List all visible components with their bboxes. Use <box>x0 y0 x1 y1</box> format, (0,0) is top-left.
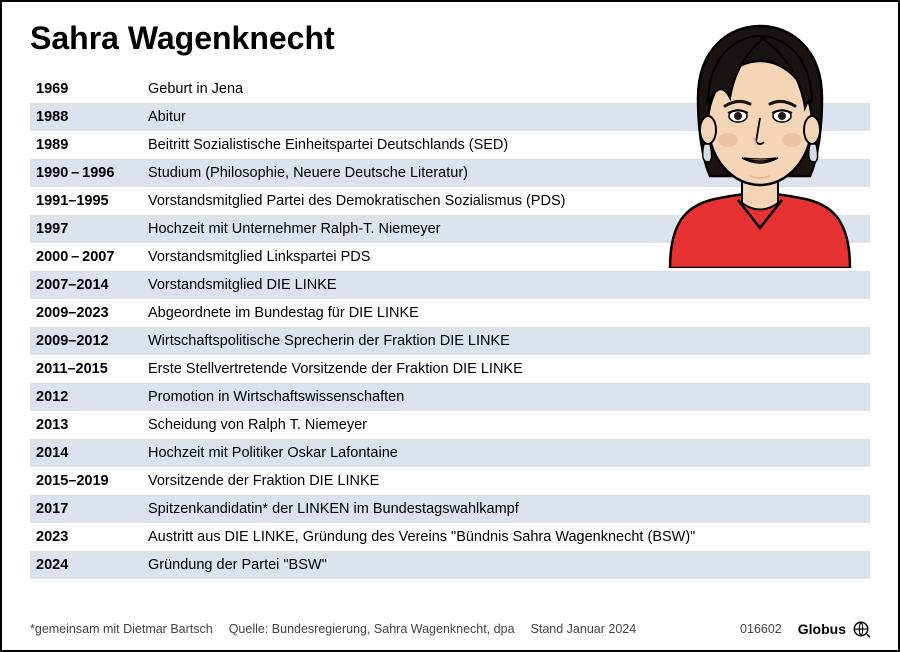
timeline-event: Geburt in Jena <box>148 81 243 97</box>
timeline-event: Hochzeit mit Politiker Oskar Lafontaine <box>148 445 398 461</box>
timeline-year: 2013 <box>36 417 148 433</box>
timeline-event: Scheidung von Ralph T. Niemeyer <box>148 417 367 433</box>
timeline-row: 2023Austritt aus DIE LINKE, Gründung des… <box>30 523 870 551</box>
timeline-row: 2024Gründung der Partei "BSW" <box>30 551 870 579</box>
timeline-row: 2015–2019Vorsitzende der Fraktion DIE LI… <box>30 467 870 495</box>
timeline-row: 2013Scheidung von Ralph T. Niemeyer <box>30 411 870 439</box>
timeline-row: 2012Promotion in Wirtschaftswissenschaft… <box>30 383 870 411</box>
portrait-illustration <box>650 18 870 268</box>
timeline-year: 2011–2015 <box>36 361 148 377</box>
timeline-year: 1997 <box>36 221 148 237</box>
infographic-id: 016602 <box>740 622 782 636</box>
timeline-row: 2017Spitzenkandidatin* der LINKEN im Bun… <box>30 495 870 523</box>
timeline-year: 2017 <box>36 501 148 517</box>
timeline-event: Vorstandsmitglied Linkspartei PDS <box>148 249 370 265</box>
timeline-year: 2009–2023 <box>36 305 148 321</box>
brand-name: Globus <box>798 621 846 637</box>
timeline-year: 2009–2012 <box>36 333 148 349</box>
timeline-event: Austritt aus DIE LINKE, Gründung des Ver… <box>148 529 695 545</box>
footer: *gemeinsam mit Dietmar Bartsch Quelle: B… <box>30 620 870 638</box>
timeline-row: 2011–2015Erste Stellvertretende Vorsitze… <box>30 355 870 383</box>
globe-icon <box>852 620 870 638</box>
timeline-row: 2009–2023Abgeordnete im Bundestag für DI… <box>30 299 870 327</box>
timeline-event: Abitur <box>148 109 186 125</box>
timeline-year: 2007–2014 <box>36 277 148 293</box>
infographic-frame: Sahra Wagenknecht 1969Geburt in Jena1988… <box>0 0 900 652</box>
timeline-year: 2000 – 2007 <box>36 249 148 265</box>
timeline-event: Vorsitzende der Fraktion DIE LINKE <box>148 473 379 489</box>
timeline-year: 2015–2019 <box>36 473 148 489</box>
date-text: Stand Januar 2024 <box>531 622 637 636</box>
timeline-year: 1990 – 1996 <box>36 165 148 181</box>
timeline-year: 2023 <box>36 529 148 545</box>
timeline-row: 2009–2012Wirtschaftspolitische Sprecheri… <box>30 327 870 355</box>
timeline-event: Abgeordnete im Bundestag für DIE LINKE <box>148 305 419 321</box>
timeline-event: Vorstandsmitglied Partei des Demokratisc… <box>148 193 565 209</box>
timeline-event: Gründung der Partei "BSW" <box>148 557 327 573</box>
timeline-event: Beitritt Sozialistische Einheitspartei D… <box>148 137 508 153</box>
timeline-year: 2012 <box>36 389 148 405</box>
timeline-row: 2014Hochzeit mit Politiker Oskar Lafonta… <box>30 439 870 467</box>
timeline-event: Vorstandsmitglied DIE LINKE <box>148 277 337 293</box>
timeline-year: 1988 <box>36 109 148 125</box>
timeline-event: Promotion in Wirtschaftswissenschaften <box>148 389 404 405</box>
timeline-year: 2024 <box>36 557 148 573</box>
timeline-event: Spitzenkandidatin* der LINKEN im Bundest… <box>148 501 519 517</box>
timeline-year: 2014 <box>36 445 148 461</box>
timeline-event: Hochzeit mit Unternehmer Ralph-T. Niemey… <box>148 221 441 237</box>
timeline-year: 1989 <box>36 137 148 153</box>
timeline-year: 1969 <box>36 81 148 97</box>
timeline-event: Wirtschaftspolitische Sprecherin der Fra… <box>148 333 510 349</box>
timeline-event: Studium (Philosophie, Neuere Deutsche Li… <box>148 165 468 181</box>
source-text: Quelle: Bundesregierung, Sahra Wagenknec… <box>229 622 515 636</box>
timeline-year: 1991–1995 <box>36 193 148 209</box>
timeline-event: Erste Stellvertretende Vorsitzende der F… <box>148 361 523 377</box>
footnote-text: *gemeinsam mit Dietmar Bartsch <box>30 622 213 636</box>
timeline-row: 2007–2014Vorstandsmitglied DIE LINKE <box>30 271 870 299</box>
